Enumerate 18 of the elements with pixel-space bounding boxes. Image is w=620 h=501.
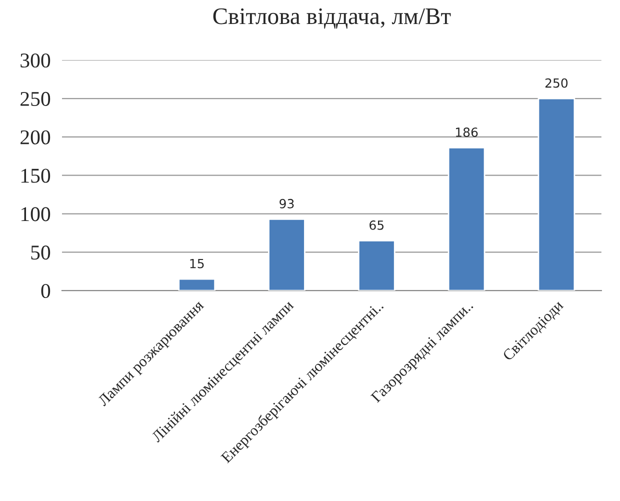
y-tick-label: 200: [20, 130, 50, 144]
y-tick-label: 300: [20, 53, 50, 68]
chart-title: Світлова віддача, лм/Вт: [213, 8, 451, 29]
y-tick-label: 150: [21, 168, 50, 183]
data-label: 186: [456, 127, 478, 137]
data-label: 250: [545, 78, 568, 88]
y-tick-label: 250: [20, 92, 50, 106]
y-tick-label: 50: [31, 246, 50, 260]
bar: [358, 240, 396, 291]
bar: [448, 147, 486, 291]
data-label: 15: [190, 259, 204, 268]
y-tick-label: 100: [21, 207, 50, 222]
data-label: 65: [370, 220, 384, 230]
bar: [268, 218, 306, 291]
bar: [178, 278, 216, 291]
data-label: 93: [280, 198, 294, 208]
y-tick-label: 0: [41, 284, 50, 298]
bar: [538, 98, 576, 291]
